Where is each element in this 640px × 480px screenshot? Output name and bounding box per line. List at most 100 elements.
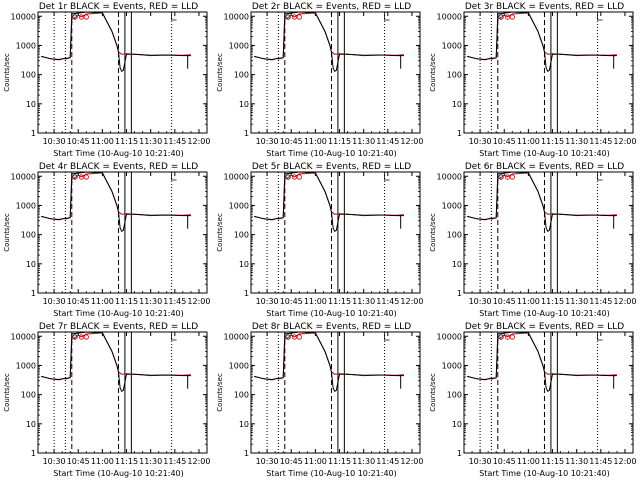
y-tick-label: 100 (21, 231, 36, 240)
y-axis-label: Counts/sec (429, 53, 437, 92)
series-line-events (467, 331, 617, 392)
x-axis-label: Start Time (10-Aug-10 10:21:40) (479, 469, 610, 478)
series-line-events (254, 171, 404, 232)
y-tick-label: 10000 (224, 172, 249, 181)
panel-title: Det 3r BLACK = Events, RED = LLD (465, 2, 624, 12)
x-tick-label: 11:00 (304, 457, 327, 466)
x-tick-label: 12:00 (187, 137, 210, 146)
x-tick-label: 11:30 (352, 137, 375, 146)
peak-marker (72, 174, 78, 180)
x-tick-label: 11:45 (376, 137, 399, 146)
detector-panel-2: 1 10 100 1000 10000 10:30 10:45 11:00 11:15 11:30… (216, 2, 423, 158)
series-line-lld (254, 12, 404, 61)
peak-marker (78, 334, 85, 340)
panel-title: Det 7r BLACK = Events, RED = LLD (39, 322, 198, 332)
x-axis-label: Start Time (10-Aug-10 10:21:40) (266, 469, 397, 478)
x-tick-label: 11:30 (139, 137, 162, 146)
x-axis-label: Start Time (10-Aug-10 10:21:40) (53, 149, 184, 158)
x-tick-label: 11:00 (91, 457, 114, 466)
x-tick-label: 10:45 (280, 457, 303, 466)
peak-marker (498, 334, 504, 340)
peak-marker (285, 14, 291, 20)
panel-title: Det 9r BLACK = Events, RED = LLD (465, 322, 624, 332)
x-tick-label: 12:00 (400, 137, 423, 146)
x-tick-label: 10:30 (43, 457, 66, 466)
x-tick-label: 11:15 (328, 137, 351, 146)
y-tick-label: 10 (452, 100, 462, 109)
y-tick-label: 10000 (224, 332, 249, 341)
corner-marker (384, 173, 390, 181)
plot-frame (250, 11, 421, 134)
y-tick-label: 10000 (437, 172, 462, 181)
y-tick-label: 1000 (442, 361, 462, 370)
plot-frame (37, 331, 208, 454)
x-tick-label: 11:15 (541, 297, 564, 306)
series-line-lld (467, 172, 617, 221)
x-tick-label: 12:00 (400, 297, 423, 306)
x-tick-label: 10:30 (43, 137, 66, 146)
y-axis-label: Counts/sec (3, 53, 11, 92)
y-axis-label: Counts/sec (216, 213, 224, 252)
plot-frame (37, 11, 208, 134)
x-tick-label: 12:00 (613, 457, 636, 466)
x-tick-label: 11:15 (115, 297, 138, 306)
x-tick-label: 11:00 (91, 297, 114, 306)
y-tick-label: 1 (457, 449, 462, 458)
peak-marker (83, 174, 89, 180)
detector-panel-7: 1 10 100 1000 10000 10:30 10:45 11:00 11:15 11:30… (3, 322, 210, 478)
x-tick-label: 11:30 (352, 297, 375, 306)
x-tick-label: 11:00 (304, 297, 327, 306)
series-line-events (254, 331, 404, 392)
peak-marker (83, 14, 89, 20)
x-tick-label: 11:45 (589, 457, 612, 466)
x-tick-label: 10:45 (493, 137, 516, 146)
x-axis-label: Start Time (10-Aug-10 10:21:40) (53, 469, 184, 478)
y-tick-label: 100 (234, 71, 249, 80)
peak-marker (504, 14, 511, 20)
x-tick-label: 10:30 (256, 137, 279, 146)
y-tick-label: 1000 (229, 41, 249, 50)
peak-marker (296, 14, 302, 20)
y-tick-label: 10000 (437, 12, 462, 21)
x-tick-label: 11:45 (376, 457, 399, 466)
peak-marker (504, 174, 511, 180)
peak-marker (509, 174, 515, 180)
y-tick-label: 10000 (11, 332, 36, 341)
x-tick-label: 11:45 (163, 457, 186, 466)
series-line-events (41, 331, 191, 392)
plot-frame (463, 11, 634, 134)
corner-marker (384, 333, 390, 341)
x-tick-label: 12:00 (613, 137, 636, 146)
peak-marker (78, 174, 85, 180)
x-tick-label: 11:00 (517, 457, 540, 466)
y-tick-label: 1000 (229, 201, 249, 210)
y-tick-label: 1 (31, 449, 36, 458)
x-tick-label: 10:30 (469, 297, 492, 306)
x-tick-label: 12:00 (613, 297, 636, 306)
y-tick-label: 10000 (437, 332, 462, 341)
x-tick-label: 11:45 (163, 297, 186, 306)
corner-marker (171, 333, 177, 341)
x-tick-label: 10:45 (280, 297, 303, 306)
x-axis-label: Start Time (10-Aug-10 10:21:40) (266, 309, 397, 318)
y-tick-label: 10 (239, 100, 249, 109)
series-line-lld (41, 172, 191, 221)
detector-panel-4: 1 10 100 1000 10000 10:30 10:45 11:00 11:15 11:30… (3, 162, 210, 318)
y-axis-label: Counts/sec (3, 213, 11, 252)
series-line-lld (467, 332, 617, 381)
y-tick-label: 1000 (229, 361, 249, 370)
x-tick-label: 11:30 (352, 457, 375, 466)
panel-title: Det 4r BLACK = Events, RED = LLD (39, 162, 198, 172)
y-tick-label: 10 (452, 420, 462, 429)
panel-title: Det 6r BLACK = Events, RED = LLD (465, 162, 624, 172)
corner-marker (384, 13, 390, 21)
x-tick-label: 11:15 (328, 297, 351, 306)
x-tick-label: 10:30 (469, 137, 492, 146)
series-line-lld (254, 172, 404, 221)
corner-marker (597, 173, 603, 181)
peak-marker (291, 334, 298, 340)
peak-marker (291, 14, 298, 20)
detector-panel-9: 1 10 100 1000 10000 10:30 10:45 11:00 11:15 11:30… (429, 322, 636, 478)
y-tick-label: 1 (31, 129, 36, 138)
x-axis-label: Start Time (10-Aug-10 10:21:40) (479, 149, 610, 158)
